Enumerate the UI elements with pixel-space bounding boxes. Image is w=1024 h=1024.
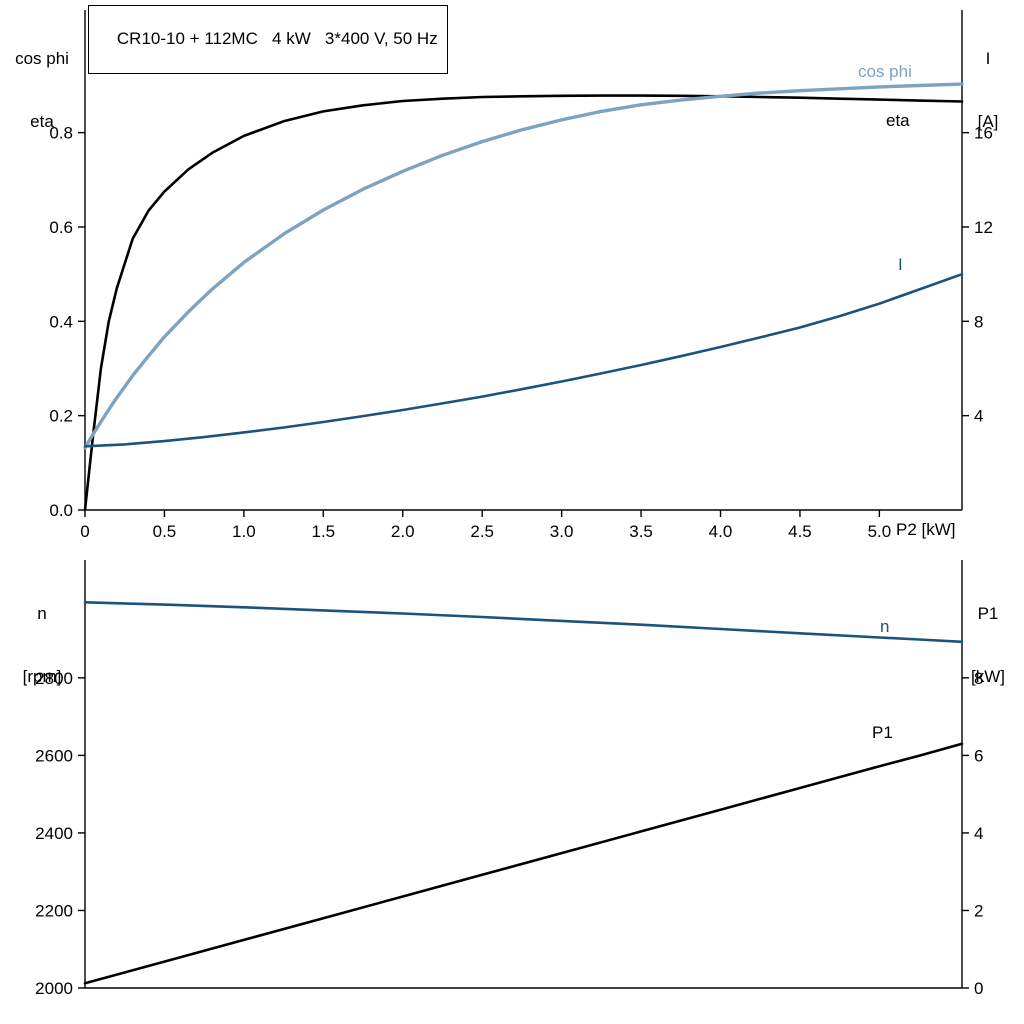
svg-text:6: 6 bbox=[974, 746, 983, 765]
chart-title-box: CR10-10 + 112MC 4 kW 3*400 V, 50 Hz bbox=[88, 5, 448, 74]
svg-text:0.0: 0.0 bbox=[49, 501, 73, 520]
axis-label-cos-phi: cos phi bbox=[15, 49, 69, 68]
axis-label-p1-unit: [kW] bbox=[971, 667, 1005, 686]
svg-text:5.0: 5.0 bbox=[868, 522, 892, 541]
axis-label-current-unit: [A] bbox=[977, 112, 999, 131]
svg-text:12: 12 bbox=[974, 218, 993, 237]
axis-label-p1: P1 bbox=[977, 604, 999, 623]
svg-text:4: 4 bbox=[974, 824, 983, 843]
svg-text:0.6: 0.6 bbox=[49, 218, 73, 237]
svg-text:3.5: 3.5 bbox=[629, 522, 653, 541]
svg-text:8: 8 bbox=[974, 312, 983, 331]
bottom-right-axis-label: P1 [kW] bbox=[956, 561, 1020, 729]
svg-text:3.0: 3.0 bbox=[550, 522, 574, 541]
svg-text:1.0: 1.0 bbox=[232, 522, 256, 541]
svg-text:2000: 2000 bbox=[35, 979, 73, 998]
svg-text:2400: 2400 bbox=[35, 824, 73, 843]
curve-label-cos-phi: cos phi bbox=[858, 62, 912, 81]
svg-text:4.0: 4.0 bbox=[709, 522, 733, 541]
curve-label-speed: n bbox=[880, 617, 890, 636]
axis-label-speed: n bbox=[37, 604, 47, 623]
svg-text:16: 16 bbox=[974, 124, 993, 143]
bottom-left-axis-label: n [rpm] bbox=[2, 561, 82, 729]
svg-text:0.5: 0.5 bbox=[153, 522, 177, 541]
svg-text:4: 4 bbox=[974, 407, 983, 426]
curve-label-eta: eta bbox=[886, 111, 910, 130]
svg-text:2: 2 bbox=[974, 901, 983, 920]
svg-text:2.0: 2.0 bbox=[391, 522, 415, 541]
svg-text:0.4: 0.4 bbox=[49, 312, 73, 331]
curve-label-current: I bbox=[898, 255, 903, 274]
svg-text:2600: 2600 bbox=[35, 746, 73, 765]
axis-label-eta: eta bbox=[30, 112, 54, 131]
axis-label-speed-unit: [rpm] bbox=[22, 667, 62, 686]
svg-text:8: 8 bbox=[974, 669, 983, 688]
svg-text:2.5: 2.5 bbox=[470, 522, 494, 541]
svg-text:0: 0 bbox=[974, 979, 983, 998]
svg-text:0: 0 bbox=[80, 522, 89, 541]
curve-label-p1: P1 bbox=[872, 723, 893, 742]
top-left-axis-label: cos phi eta bbox=[2, 6, 82, 174]
chart-title: CR10-10 + 112MC 4 kW 3*400 V, 50 Hz bbox=[116, 29, 438, 48]
svg-text:0.2: 0.2 bbox=[49, 407, 73, 426]
axis-label-current: I bbox=[985, 49, 991, 68]
svg-text:4.5: 4.5 bbox=[788, 522, 812, 541]
top-right-axis-label: I [A] bbox=[956, 6, 1020, 174]
x-axis-label: P2 [kW] bbox=[896, 520, 956, 539]
svg-text:2200: 2200 bbox=[35, 901, 73, 920]
svg-text:2800: 2800 bbox=[35, 669, 73, 688]
svg-text:1.5: 1.5 bbox=[311, 522, 335, 541]
svg-text:0.8: 0.8 bbox=[49, 124, 73, 143]
